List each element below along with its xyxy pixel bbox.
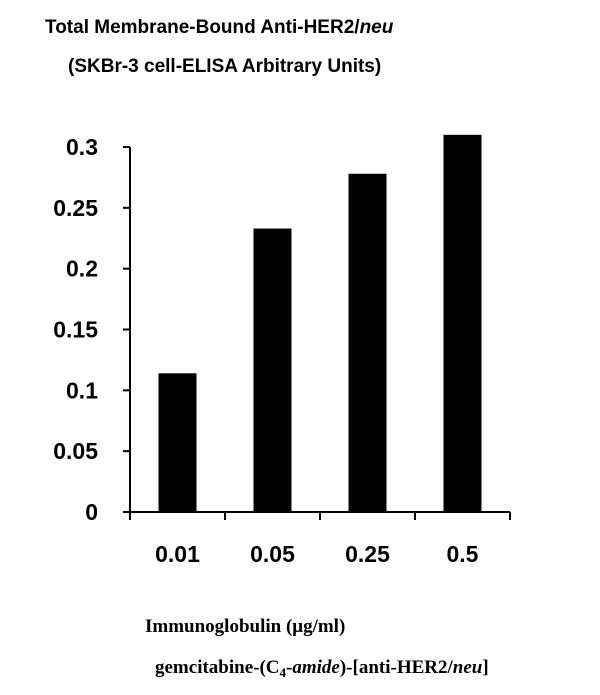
label-part: ] xyxy=(482,657,488,678)
chart-title: Total Membrane-Bound Anti-HER2/neu xyxy=(45,17,394,38)
chart-subtitle: (SKBr-3 cell-ELISA Arbitrary Units) xyxy=(68,56,381,77)
bar xyxy=(443,134,482,513)
label-part: neu xyxy=(453,657,483,678)
x-tick-label: 0.25 xyxy=(345,541,390,567)
bar xyxy=(158,373,197,512)
y-tick-label: 0.3 xyxy=(66,134,98,160)
y-tick-label: 0.1 xyxy=(66,377,98,403)
label-part: - xyxy=(286,657,292,678)
label-part: 4 xyxy=(280,665,287,680)
title-part: neu xyxy=(360,17,394,38)
y-tick-label: 0.2 xyxy=(66,256,98,282)
x-axis-label: Immunoglobulin (μg/ml) xyxy=(145,616,345,637)
y-tick-label: 0 xyxy=(85,499,98,525)
x-tick-label: 0.01 xyxy=(155,541,200,567)
x-tick-label: 0.5 xyxy=(447,541,479,567)
y-tick-label: 0.05 xyxy=(53,438,98,464)
title-part: Total Membrane-Bound Anti-HER2/ xyxy=(45,17,360,38)
label-part: amide xyxy=(292,657,340,678)
y-tick-label: 0.25 xyxy=(53,195,98,221)
label-part: )-[anti-HER2/ xyxy=(340,657,454,678)
label-part: gemcitabine-(C xyxy=(155,657,280,678)
bar xyxy=(253,228,292,512)
x-tick-label: 0.05 xyxy=(250,541,295,567)
x-axis-label: gemcitabine-(C4-amide)-[anti-HER2/neu] xyxy=(155,657,489,680)
bar xyxy=(348,173,387,512)
y-tick-label: 0.15 xyxy=(53,317,98,343)
